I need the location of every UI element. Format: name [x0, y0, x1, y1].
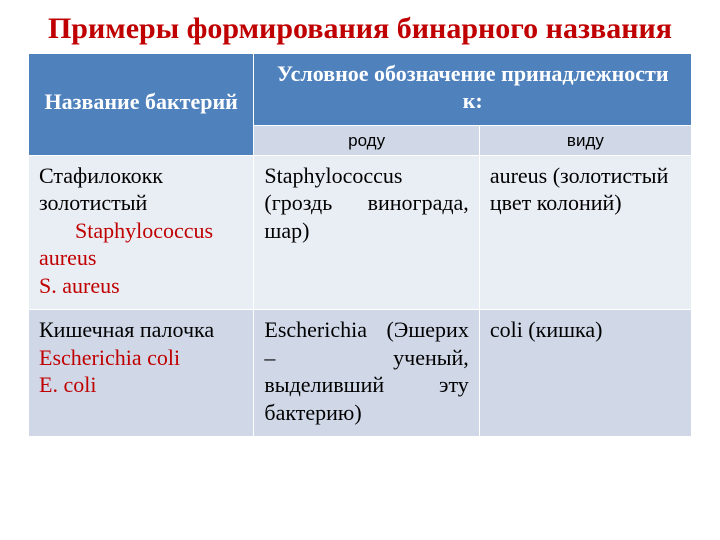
slide-title: Примеры формирования бинарного названия: [28, 12, 692, 47]
bacteria-name-sci: E. coli: [39, 371, 243, 399]
species-cell: aureus (золотистый цвет колоний): [479, 155, 691, 310]
table-row: Стафилококк золотистый Staphylococcus au…: [29, 155, 692, 310]
bacteria-name-sci: aureus: [39, 244, 243, 272]
binary-naming-table: Название бактерий Условное обозначение п…: [28, 53, 692, 438]
col-subheader-species: виду: [479, 125, 691, 155]
table-row: Кишечная палочка Escherichia coli E. col…: [29, 310, 692, 437]
genus-cell: Escherichia (Эшерих – ученый, выделивший…: [254, 310, 479, 437]
bacteria-name-ru: Стафилококк золотистый: [39, 163, 163, 216]
genus-cell: Staphylococcus (гроздь винограда, шар): [254, 155, 479, 310]
bacteria-name-sci: Staphylococcus: [39, 217, 243, 245]
bacteria-name-sci: S. aureus: [39, 272, 243, 300]
col-subheader-genus: роду: [254, 125, 479, 155]
bacteria-name-ru: Кишечная палочка: [39, 317, 214, 342]
col-header-name: Название бактерий: [29, 53, 254, 155]
bacteria-name-sci: Escherichia coli: [39, 344, 243, 372]
species-cell: coli (кишка): [479, 310, 691, 437]
col-header-group: Условное обозначение принадлежности к:: [254, 53, 692, 125]
